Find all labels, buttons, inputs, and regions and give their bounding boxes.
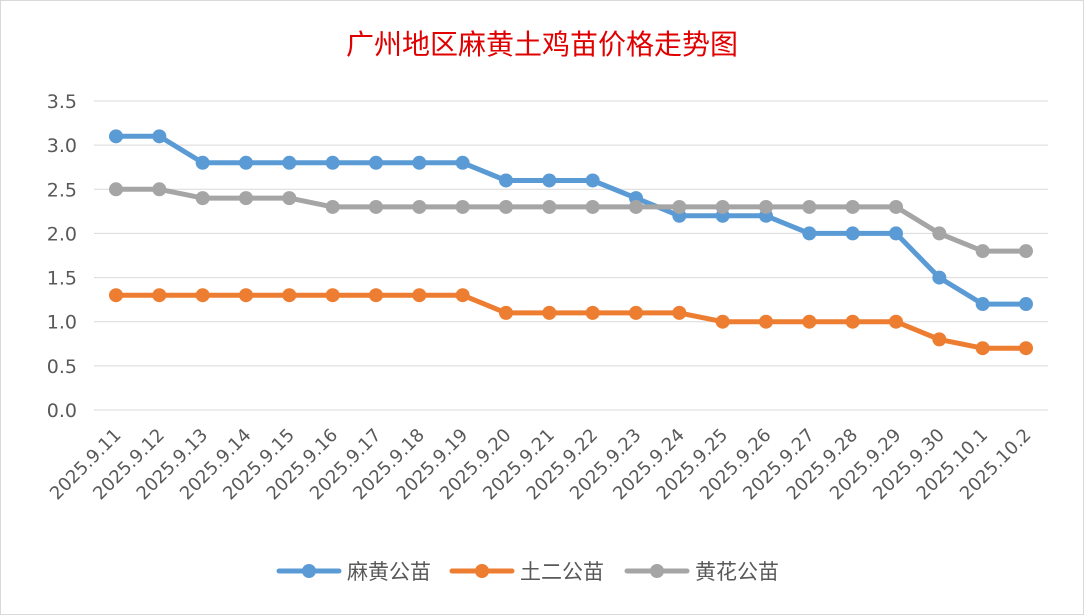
legend-marker [302,564,316,578]
data-point[interactable] [975,297,990,312]
data-point[interactable] [802,314,817,329]
legend-marker [650,564,664,578]
y-tick-label: 1.0 [47,312,77,334]
data-point[interactable] [412,199,427,214]
series-line [113,292,1029,351]
data-point[interactable] [195,191,210,206]
data-point[interactable] [889,314,903,329]
data-point[interactable] [239,191,253,206]
data-point[interactable] [1019,297,1033,312]
data-point[interactable] [889,199,903,214]
series-line [113,186,1029,254]
data-point[interactable] [152,129,167,144]
legend-item[interactable]: 黄花公苗 [624,560,779,584]
chart-title: 广州地区麻黄土鸡苗价格走势图 [346,28,738,61]
data-point[interactable] [1019,244,1033,259]
data-point[interactable] [369,199,383,214]
y-tick-label: 3.5 [47,91,77,113]
data-point[interactable] [585,305,600,320]
data-point[interactable] [845,314,860,329]
data-point[interactable] [369,288,383,303]
y-tick-label: 0.5 [47,356,77,378]
legend-label: 土二公苗 [520,560,604,584]
data-point[interactable] [499,199,513,214]
legend-item[interactable]: 土二公苗 [449,560,604,584]
data-point[interactable] [845,199,860,214]
legend-label: 麻黄公苗 [347,560,431,584]
data-point[interactable] [239,155,253,170]
series-2 [109,288,1033,356]
legend-marker [475,564,489,578]
data-point[interactable] [412,288,427,303]
data-point[interactable] [239,288,253,303]
data-point[interactable] [629,199,643,214]
data-point[interactable] [542,199,557,214]
data-point[interactable] [629,305,643,320]
series-line [113,133,1029,307]
data-point[interactable] [282,288,297,303]
data-point[interactable] [369,155,383,170]
data-point[interactable] [455,199,470,214]
data-point[interactable] [195,155,210,170]
data-point[interactable] [715,314,730,329]
data-point[interactable] [195,288,210,303]
x-axis-ticks: 2025.9.112025.9.122025.9.132025.9.142025… [46,425,1036,505]
data-point[interactable] [109,288,123,303]
y-tick-label: 2.5 [47,179,77,201]
data-point[interactable] [455,288,470,303]
data-point[interactable] [152,288,167,303]
data-point[interactable] [152,182,167,197]
gridlines [94,100,1048,411]
data-point[interactable] [672,199,687,214]
data-point[interactable] [499,173,513,188]
data-point[interactable] [499,305,513,320]
data-point[interactable] [975,341,990,356]
data-point[interactable] [325,199,340,214]
data-point[interactable] [109,182,123,197]
data-point[interactable] [325,155,340,170]
legend: 麻黄公苗 土二公苗 黄花公苗 [276,560,779,584]
series-group [109,129,1033,356]
series-3 [109,182,1033,259]
data-point[interactable] [1019,341,1033,356]
y-axis-ticks: 0.0 0.5 1.0 1.5 2.0 2.5 3.0 3.5 [47,91,77,422]
data-point[interactable] [585,173,600,188]
data-point[interactable] [542,305,557,320]
data-point[interactable] [542,173,557,188]
data-point[interactable] [325,288,340,303]
data-point[interactable] [282,155,297,170]
y-tick-label: 1.5 [47,268,77,290]
data-point[interactable] [932,226,947,241]
data-point[interactable] [715,199,730,214]
y-tick-label: 0.0 [47,400,77,422]
data-point[interactable] [975,244,990,259]
y-tick-label: 2.0 [47,223,77,245]
data-point[interactable] [932,332,947,347]
data-point[interactable] [932,270,947,285]
data-point[interactable] [802,199,817,214]
data-point[interactable] [455,155,470,170]
data-point[interactable] [759,199,773,214]
data-point[interactable] [802,226,817,241]
legend-label: 黄花公苗 [695,560,779,584]
data-point[interactable] [845,226,860,241]
series-1 [109,129,1033,312]
data-point[interactable] [412,155,427,170]
data-point[interactable] [109,129,123,144]
data-point[interactable] [282,191,297,206]
legend-item[interactable]: 麻黄公苗 [276,560,431,584]
data-point[interactable] [759,314,773,329]
data-point[interactable] [672,305,687,320]
y-tick-label: 3.0 [47,135,77,157]
data-point[interactable] [585,199,600,214]
data-point[interactable] [889,226,903,241]
